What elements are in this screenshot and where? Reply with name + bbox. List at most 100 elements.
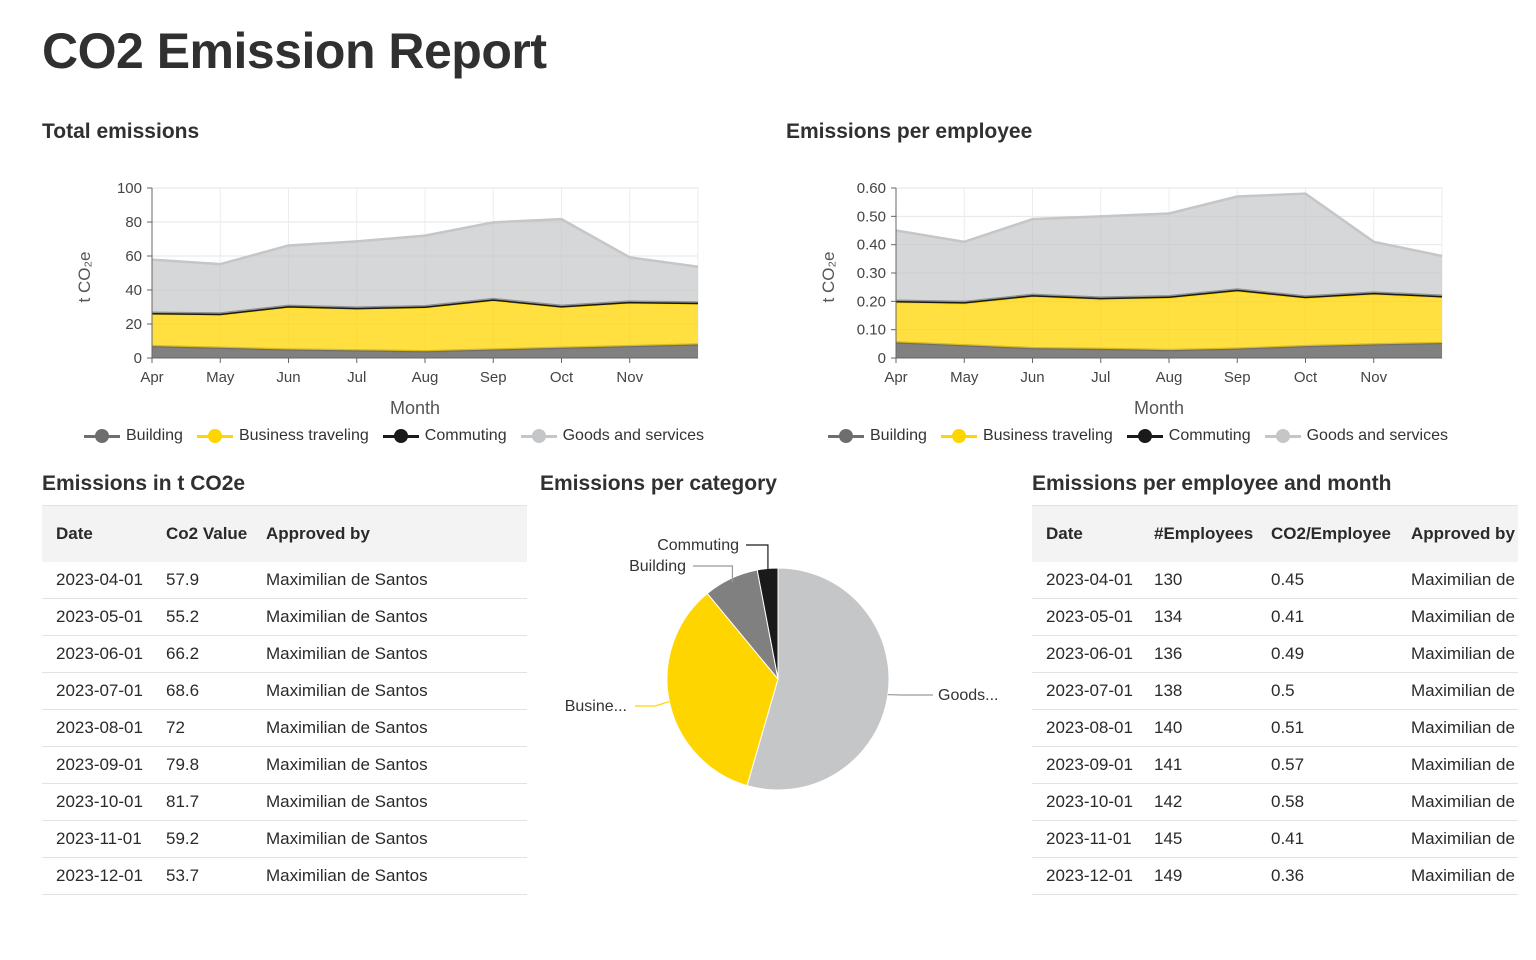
y-tick-label: 0.40	[857, 237, 886, 254]
table-cell: Maximilian de Santos	[252, 598, 527, 636]
table-row: 2023-04-01 57.9 Maximilian de Santos	[42, 561, 527, 599]
table-cell: Maximilian de Santos	[1397, 820, 1518, 858]
table-cell: 145	[1140, 820, 1257, 858]
category-chart-title: Emissions per category	[540, 472, 777, 495]
table-cell: Maximilian de Santos	[252, 857, 527, 895]
table-cell: 72	[152, 709, 252, 747]
column-header[interactable]: #Employees	[1154, 523, 1254, 543]
x-tick-label: Oct	[550, 369, 574, 386]
table-cell: 53.7	[152, 857, 252, 895]
table-row: 2023-10-01 81.7 Maximilian de Santos	[42, 783, 527, 821]
legend-goods-swatch	[520, 429, 557, 443]
table-cell: 0.5	[1257, 672, 1397, 710]
legend-label: Business traveling	[982, 427, 1113, 444]
legend-goods-and-services[interactable]: Goods and services	[520, 427, 704, 445]
legend-building-swatch	[84, 429, 120, 443]
table-cell: 2023-09-01	[1032, 746, 1140, 784]
category-pie-chart: Goods... Busine... Building Commuting	[565, 537, 998, 791]
table-cell: 0.41	[1257, 820, 1397, 858]
area-goods-and-services[interactable]	[152, 219, 698, 314]
table-cell: 2023-10-01	[1032, 783, 1140, 821]
table-cell: 2023-10-01	[42, 783, 152, 821]
table-cell: 136	[1140, 635, 1257, 673]
table-cell: Maximilian de Santos	[252, 709, 527, 747]
legend-business-swatch	[196, 429, 233, 443]
table-cell: 59.2	[152, 820, 252, 858]
pie-leader-line	[746, 544, 769, 573]
table-cell: 2023-09-01	[42, 746, 152, 784]
y-axis-label: t CO₂e	[75, 252, 94, 303]
x-tick-label: Oct	[1294, 369, 1318, 386]
column-header[interactable]: Approved by	[266, 523, 370, 543]
y-tick-label: 0	[878, 350, 886, 367]
table-cell: 2023-08-01	[42, 709, 152, 747]
legend-commuting-swatch	[382, 429, 419, 443]
table-cell: 2023-07-01	[42, 672, 152, 710]
pie-label: Busine...	[565, 698, 627, 715]
table-cell: Maximilian de Santos	[252, 561, 527, 599]
table-cell: Maximilian de Santos	[1397, 746, 1518, 784]
y-tick-label: 0.50	[857, 208, 886, 225]
column-header[interactable]: Approved by	[1411, 523, 1515, 543]
table-cell: 0.49	[1257, 635, 1397, 673]
table-cell: Maximilian de Santos	[1397, 783, 1518, 821]
column-header[interactable]: Date	[56, 523, 93, 543]
table-cell: 81.7	[152, 783, 252, 821]
y-tick-label: 0.20	[857, 293, 886, 310]
table-cell: 130	[1140, 561, 1257, 599]
x-tick-label: Jul	[347, 369, 366, 386]
legend-label: Building	[870, 427, 927, 444]
legend-label: Commuting	[424, 427, 507, 444]
table-cell: Maximilian de Santos	[1397, 672, 1518, 710]
table-cell: 2023-04-01	[1032, 561, 1140, 599]
legend-label: Building	[126, 427, 183, 444]
pie-slice-goods-and-services[interactable]	[746, 567, 890, 791]
table-cell: 0.58	[1257, 783, 1397, 821]
x-tick-label: May	[206, 369, 235, 386]
legend-building[interactable]: Building	[828, 427, 927, 445]
table-cell: 66.2	[152, 635, 252, 673]
per-employee-legend: Building Business traveling Commuting Go…	[828, 427, 1448, 445]
y-tick-label: 20	[125, 316, 142, 333]
legend-business-traveling[interactable]: Business traveling	[196, 427, 369, 445]
y-tick-label: 0.60	[857, 180, 886, 197]
legend-goods-and-services[interactable]: Goods and services	[1264, 427, 1448, 445]
y-tick-label: 40	[125, 282, 142, 299]
area-business-traveling[interactable]	[152, 300, 698, 352]
emissions-table: Date Co2 Value Approved by 2023-04-01 57.9 M…	[42, 505, 527, 895]
table-cell: Maximilian de Santos	[1397, 561, 1518, 599]
legend-building[interactable]: Building	[84, 427, 183, 445]
per-employee-chart: 0 0.10 0.20 0.30 0.40 0.50 0.60 Apr May Jun Jul Aug…	[819, 180, 1443, 418]
table-cell: 2023-04-01	[42, 561, 152, 599]
table-cell: 140	[1140, 709, 1257, 747]
column-header[interactable]: Date	[1046, 523, 1083, 543]
table-cell: 141	[1140, 746, 1257, 784]
table-header-row: Date Co2 Value Approved by	[42, 505, 527, 562]
legend-commuting[interactable]: Commuting	[1126, 427, 1251, 445]
x-tick-label: May	[950, 369, 979, 386]
table-cell: Maximilian de Santos	[1397, 709, 1518, 747]
employee-table: Date #Employees CO2/Employee Approved by 20…	[1032, 505, 1518, 895]
column-header[interactable]: Co2 Value	[166, 523, 248, 543]
y-tick-label: 80	[125, 214, 142, 231]
area-goods-and-services[interactable]	[896, 193, 1442, 303]
series-line-goods-and-services	[151, 217, 699, 268]
pie-label: Goods...	[938, 687, 998, 704]
table-cell: 2023-12-01	[1032, 857, 1140, 895]
table-cell: Maximilian de Santos	[252, 783, 527, 821]
area-business-traveling[interactable]	[896, 290, 1442, 351]
table-row: 2023-12-01 53.7 Maximilian de Santos	[42, 857, 527, 895]
table-cell: 0.36	[1257, 857, 1397, 895]
emissions-table-title: Emissions in t CO2e	[42, 472, 246, 495]
table-cell: 79.8	[152, 746, 252, 784]
legend-business-traveling[interactable]: Business traveling	[940, 427, 1113, 445]
column-header[interactable]: CO2/Employee	[1271, 523, 1391, 543]
table-cell: 142	[1140, 783, 1257, 821]
legend-commuting[interactable]: Commuting	[382, 427, 507, 445]
table-cell: Maximilian de Santos	[252, 746, 527, 784]
